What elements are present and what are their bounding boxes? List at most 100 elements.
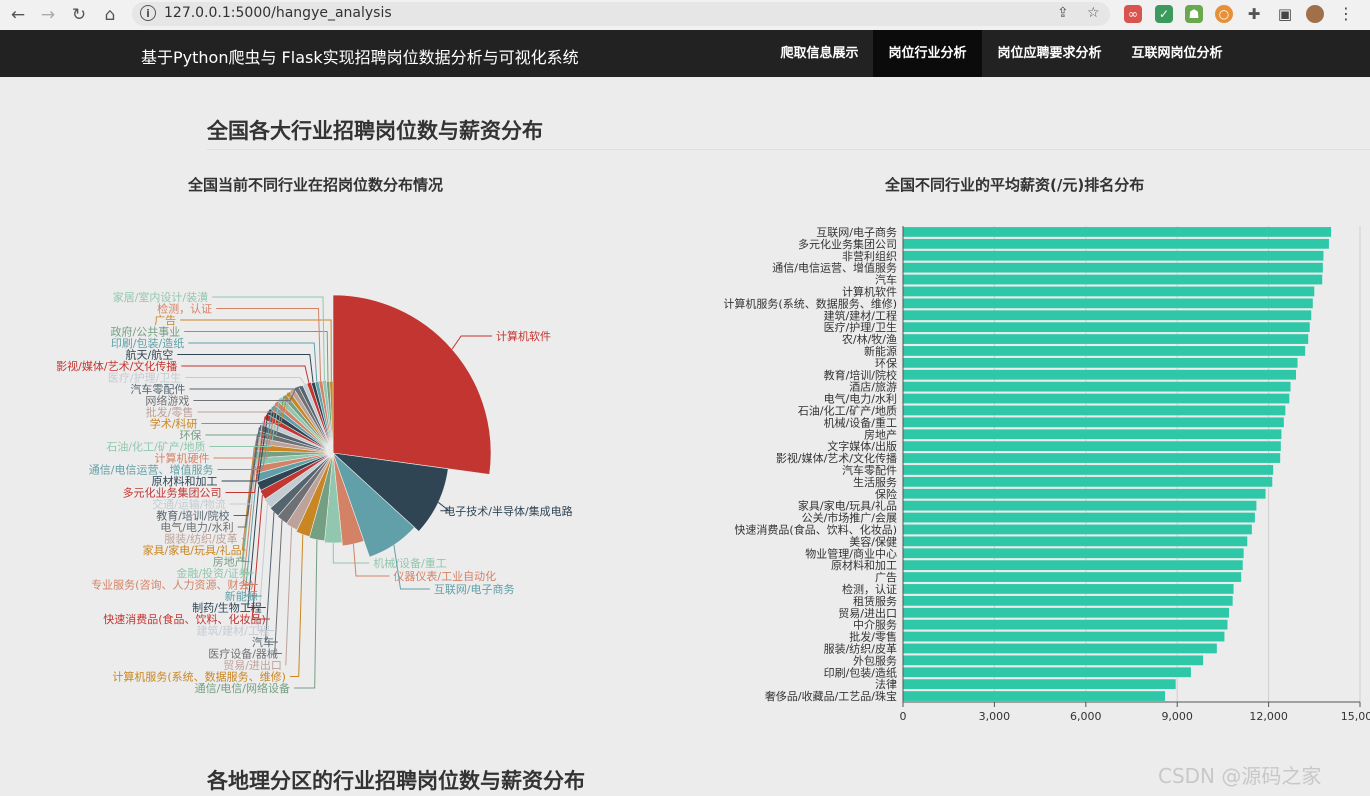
salary-bar[interactable]: [903, 643, 1217, 654]
salary-bar[interactable]: [903, 619, 1228, 630]
extension-icon[interactable]: ∞: [1124, 5, 1142, 23]
share-icon[interactable]: ⇪: [1057, 5, 1069, 21]
pie-label: 多元化业务集团公司: [123, 486, 222, 500]
salary-bar[interactable]: [903, 262, 1323, 273]
pie-label: 教育/培训/院校: [156, 509, 229, 523]
salary-bar[interactable]: [903, 286, 1315, 297]
pie-label: 检测，认证: [157, 302, 212, 316]
industry-pie-chart[interactable]: 计算机软件电子技术/半导体/集成电路机械/设备/重工仪器仪表/工业自动化互联网/…: [0, 200, 690, 740]
reload-icon[interactable]: ↻: [71, 5, 87, 25]
avatar[interactable]: [1306, 5, 1324, 23]
pie-slice[interactable]: [264, 452, 334, 509]
salary-bar[interactable]: [903, 381, 1291, 392]
salary-bar[interactable]: [903, 524, 1252, 535]
salary-bar[interactable]: [903, 476, 1273, 487]
shield-extension-icon[interactable]: ✓: [1155, 5, 1173, 23]
pie-slice[interactable]: [329, 380, 334, 454]
salary-bar-chart[interactable]: 0 3,000 6,000 9,000 12,000 15,000 互联网/电子商务多元化业…: [690, 215, 1370, 730]
pie-label: 贸易/进出口: [223, 658, 282, 672]
y-category-label: 环保: [875, 356, 897, 370]
salary-bar[interactable]: [903, 572, 1242, 582]
salary-bar[interactable]: [903, 679, 1176, 690]
y-category-label: 原材料和加工: [831, 558, 897, 572]
pie-label-line: [437, 501, 451, 512]
salary-bar[interactable]: [903, 322, 1310, 333]
salary-bar[interactable]: [903, 512, 1255, 523]
salary-bar[interactable]: [903, 298, 1313, 309]
pie-slice[interactable]: [277, 452, 334, 524]
nav-internet-analysis[interactable]: 互联网岗位分析: [1131, 46, 1223, 61]
salary-bar[interactable]: [903, 429, 1282, 440]
pie-label: 印刷/包装/造纸: [111, 336, 184, 350]
salary-bar[interactable]: [903, 417, 1284, 428]
salary-bar[interactable]: [903, 369, 1297, 380]
salary-bar[interactable]: [903, 607, 1229, 618]
salary-bar[interactable]: [903, 405, 1286, 416]
salary-bar[interactable]: [903, 274, 1323, 285]
address-bar[interactable]: i 127.0.0.1:5000/hangye_analysis ⇪ ☆: [132, 2, 1110, 26]
x-tick-label: 6,000: [1070, 710, 1102, 723]
site-info-icon[interactable]: i: [140, 5, 156, 21]
salary-bar[interactable]: [903, 536, 1248, 547]
salary-bar[interactable]: [903, 238, 1329, 249]
pie-label: 家具/家电/玩具/礼品: [143, 543, 242, 557]
salary-bar[interactable]: [903, 357, 1298, 368]
pie-slice[interactable]: [332, 452, 365, 547]
android-extension-icon[interactable]: ☗: [1185, 5, 1203, 23]
salary-bar[interactable]: [903, 500, 1257, 511]
pie-label-line: [352, 544, 390, 577]
more-menu-icon[interactable]: ⋮: [1338, 4, 1354, 23]
salary-bar[interactable]: [903, 250, 1324, 261]
bookmark-star-icon[interactable]: ☆: [1087, 5, 1100, 21]
pie-label: 石油/化工/矿产/地质: [106, 440, 205, 454]
salary-bar[interactable]: [903, 453, 1281, 463]
y-category-label: 酒店/旅游: [849, 380, 897, 394]
nav-crawl-info[interactable]: 爬取信息展示: [780, 46, 859, 61]
pie-label-line: [264, 512, 278, 643]
salary-bar[interactable]: [903, 655, 1204, 666]
site-brand[interactable]: 基于Python爬虫与 Flask实现招聘岗位数据分析与可视化系统: [141, 48, 579, 67]
pie-label-line: [290, 534, 304, 677]
salary-bar[interactable]: [903, 227, 1332, 237]
salary-bar[interactable]: [903, 488, 1266, 499]
browser-toolbar: ← → ↻ ⌂ i 127.0.0.1:5000/hangye_analysis…: [0, 0, 1370, 31]
pie-slice[interactable]: [324, 452, 343, 544]
pie-slice[interactable]: [266, 408, 334, 454]
salary-bar[interactable]: [903, 441, 1281, 452]
salary-bar[interactable]: [903, 548, 1244, 559]
salary-bar[interactable]: [903, 346, 1306, 356]
pie-slice[interactable]: [259, 452, 334, 500]
sidepanel-icon[interactable]: ▣: [1277, 5, 1293, 23]
extensions-puzzle-icon[interactable]: ✚: [1247, 5, 1261, 23]
salary-bar[interactable]: [903, 691, 1166, 701]
url-text[interactable]: 127.0.0.1:5000/hangye_analysis: [164, 5, 392, 21]
salary-bar[interactable]: [903, 560, 1243, 571]
pie-label-line: [181, 365, 310, 384]
pie-slice[interactable]: [285, 452, 334, 531]
pie-slice[interactable]: [332, 452, 415, 558]
y-category-label: 文字媒体/出版: [827, 439, 897, 453]
nav-industry-analysis[interactable]: 岗位行业分析: [873, 30, 982, 77]
forward-icon[interactable]: →: [40, 5, 56, 25]
home-icon[interactable]: ⌂: [104, 5, 116, 25]
salary-bar[interactable]: [903, 667, 1191, 678]
y-category-label: 法律: [875, 677, 897, 691]
site-navbar: 基于Python爬虫与 Flask实现招聘岗位数据分析与可视化系统 爬取信息展示…: [0, 30, 1370, 77]
nav-requirement-analysis[interactable]: 岗位应聘要求分析: [997, 46, 1102, 61]
y-category-label: 农/林/牧/渔: [842, 332, 897, 346]
salary-bar[interactable]: [903, 584, 1234, 594]
pie-slice[interactable]: [332, 294, 492, 475]
salary-bar[interactable]: [903, 465, 1274, 475]
salary-bar[interactable]: [903, 310, 1312, 321]
pie-slice[interactable]: [322, 379, 334, 454]
color-extension-icon[interactable]: ○: [1215, 5, 1233, 23]
pie-label: 通信/电信/网络设备: [195, 681, 290, 695]
back-icon[interactable]: ←: [10, 5, 26, 25]
salary-bar[interactable]: [903, 595, 1233, 606]
y-category-label: 广告: [875, 571, 897, 584]
y-category-label: 建筑/建材/工程: [824, 308, 897, 322]
pie-label: 专业服务(咨询、人力资源、财会): [91, 578, 254, 592]
salary-bar[interactable]: [903, 334, 1309, 344]
salary-bar[interactable]: [903, 393, 1290, 404]
salary-bar[interactable]: [903, 631, 1225, 642]
